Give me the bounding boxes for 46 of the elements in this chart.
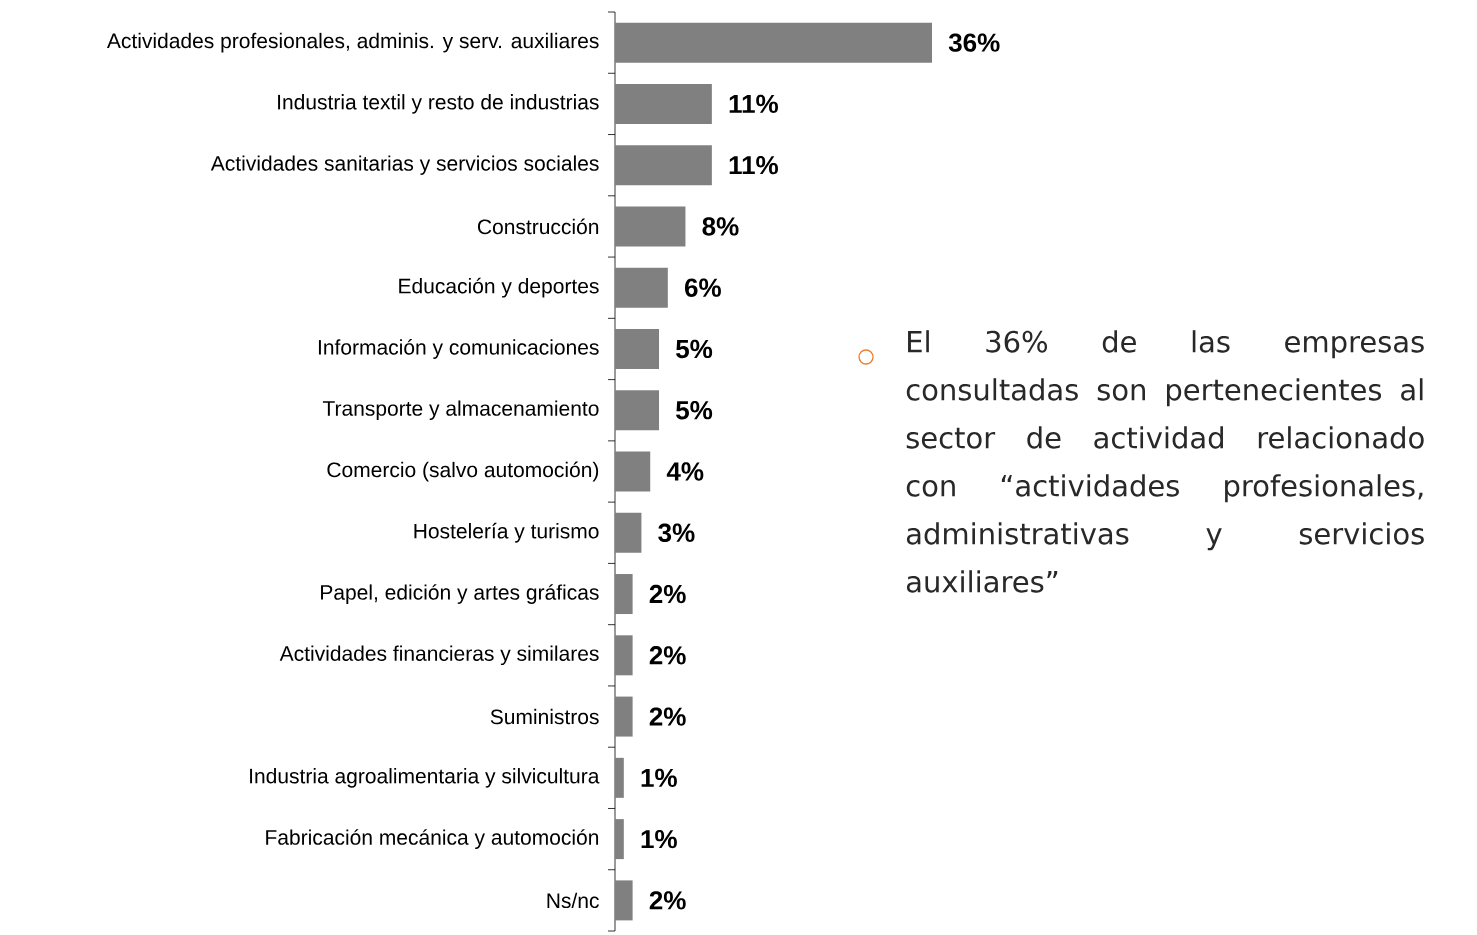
bar <box>615 267 668 308</box>
data-label: 4% <box>666 462 704 481</box>
bar <box>615 22 933 63</box>
data-label: 2% <box>649 891 686 910</box>
y-tick-label: Educación y deportes <box>399 277 599 298</box>
y-tick-label: Papel, edición y artes gráficas <box>321 584 599 604</box>
y-tick-label: Hostelería y turismo <box>414 522 599 543</box>
y-tick-label: Información y comunicaciones <box>318 339 599 359</box>
y-tick-label: Transporte y almacenamiento <box>322 400 599 421</box>
y-tick-label: Fabricación mecánica y automoción <box>266 829 599 850</box>
data-label: 2% <box>649 646 686 665</box>
data-label: 11% <box>729 94 778 114</box>
bar <box>615 451 651 492</box>
bar <box>615 83 712 124</box>
data-label: 11% <box>729 156 778 175</box>
y-tick-label: Actividades financieras y similares <box>279 645 599 666</box>
data-label: 6% <box>684 278 721 297</box>
y-tick-label: Industria agroalimentaria y silvicultura <box>250 768 600 788</box>
bar <box>615 819 624 860</box>
data-label: 1% <box>641 768 677 787</box>
data-label: 5% <box>676 339 713 359</box>
bar <box>615 328 660 369</box>
data-label: 8% <box>702 217 739 236</box>
bar <box>615 880 633 921</box>
y-tick-label: Construcción <box>477 218 599 235</box>
bar <box>615 696 633 737</box>
y-tick-label: Actividades profesionales, adminis. y serv. auxiliares <box>106 32 599 53</box>
data-label: 2% <box>649 584 686 604</box>
y-tick-label: Comercio (salvo automoción) <box>327 461 599 482</box>
data-label: 36% <box>948 33 1000 52</box>
data-label: 3% <box>658 523 695 542</box>
y-tick-label: Suministros <box>490 708 599 725</box>
bar <box>615 512 642 553</box>
bar <box>615 757 624 798</box>
bar <box>615 635 633 676</box>
bar <box>615 390 660 431</box>
y-tick-label: Actividades sanitarias y servicios sociales <box>210 155 599 175</box>
y-tick-label: Ns/nc <box>547 892 599 909</box>
bar <box>615 145 712 186</box>
bar <box>615 574 633 615</box>
bar <box>615 206 686 247</box>
data-label: 5% <box>676 401 713 420</box>
data-label: 1% <box>641 829 677 849</box>
y-tick-label: Industria textil y resto de industrias <box>278 94 599 114</box>
annotation: El 36% de las empresas consultadas son pertenecientes al sector de actividad relacionado con “actividades profesionales, administrativas y servicios auxiliares” <box>906 330 1424 593</box>
data-label: 2% <box>649 707 686 726</box>
